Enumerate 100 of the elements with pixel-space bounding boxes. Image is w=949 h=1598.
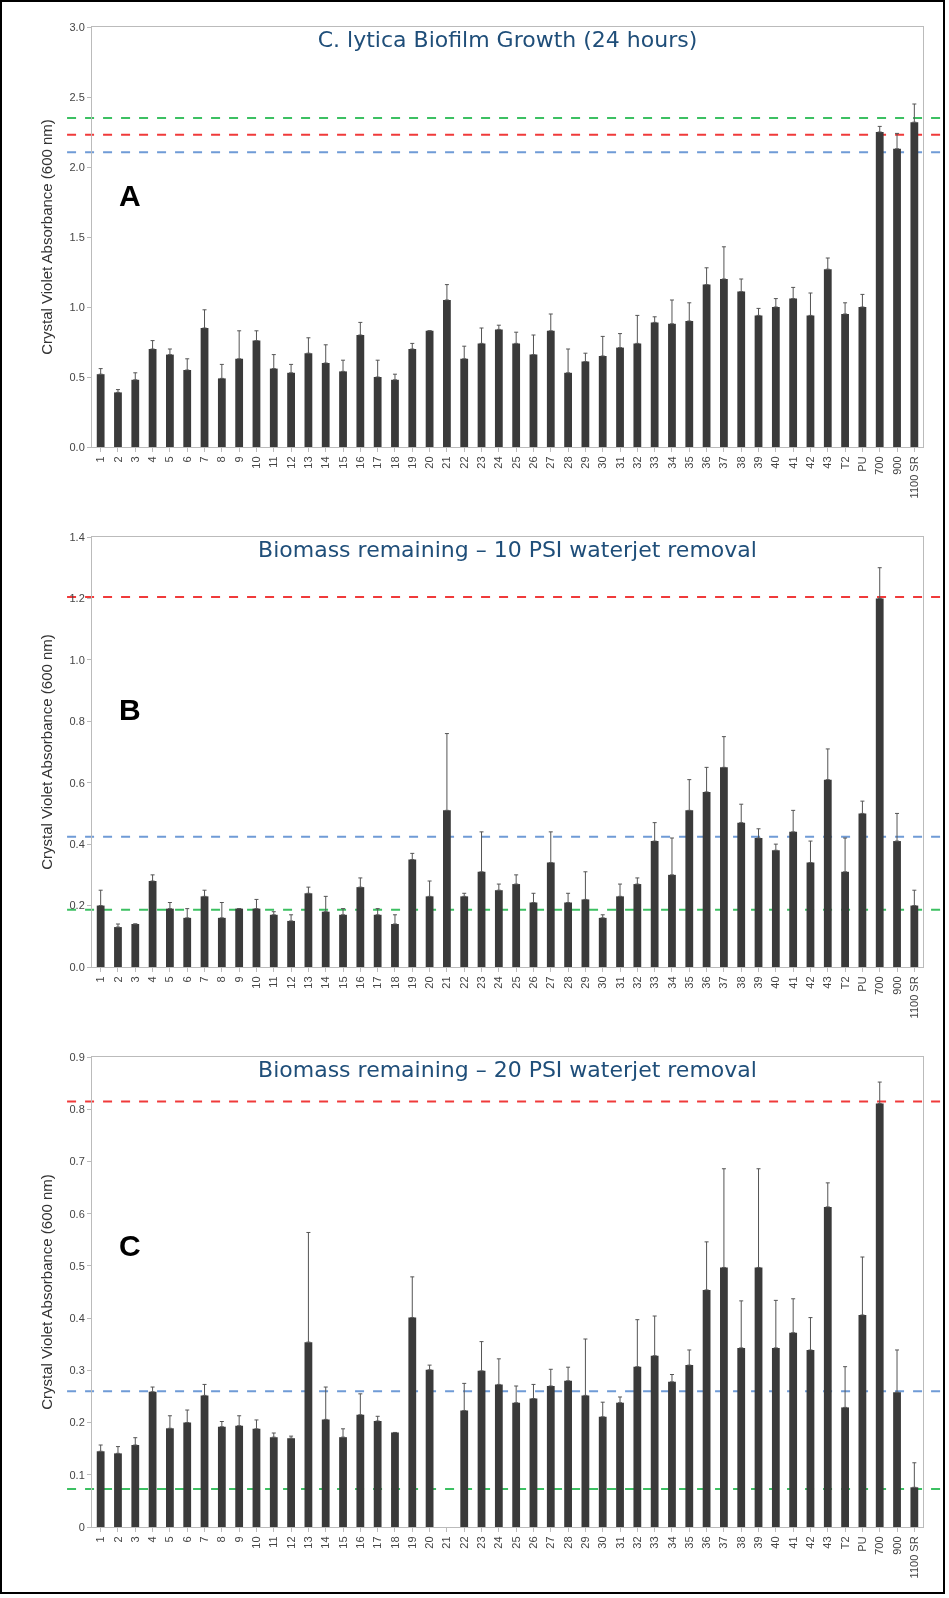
x-tick-label: 22 bbox=[457, 976, 470, 989]
x-tick-label: 17 bbox=[371, 456, 384, 469]
x-tick-label: 11 bbox=[267, 976, 280, 988]
y-tick-label: 1.2 bbox=[69, 592, 85, 605]
y-tick-label: 0.3 bbox=[69, 1364, 85, 1377]
x-tick-label: 36 bbox=[700, 976, 713, 989]
x-tick-label: 40 bbox=[769, 456, 782, 469]
x-tick-label: 24 bbox=[492, 976, 505, 989]
x-tick-label: 24 bbox=[492, 1536, 505, 1549]
x-tick-label: 15 bbox=[336, 1536, 349, 1549]
x-tick-label: 15 bbox=[336, 456, 349, 469]
x-tick-label: 29 bbox=[578, 456, 591, 469]
x-tick-label: 21 bbox=[440, 976, 453, 989]
x-tick-label: 26 bbox=[527, 456, 540, 469]
x-tick-label: 25 bbox=[509, 1536, 522, 1549]
y-tick-label: 1.5 bbox=[69, 230, 85, 243]
x-tick-label: 4 bbox=[146, 976, 159, 983]
x-tick-label: 13 bbox=[301, 1536, 314, 1549]
y-tick-label: 0.0 bbox=[69, 960, 85, 973]
x-tick-label: 40 bbox=[769, 976, 782, 989]
y-tick-label: 0.2 bbox=[69, 899, 85, 912]
x-tick-label: 7 bbox=[198, 1536, 211, 1543]
annotation: B bbox=[119, 693, 141, 726]
y-tick-label: 0.8 bbox=[69, 1103, 85, 1116]
x-tick-label: 34 bbox=[665, 456, 678, 469]
x-tick-label: 27 bbox=[544, 1536, 557, 1549]
x-tick-label: 4 bbox=[146, 456, 159, 463]
x-tick-label: 32 bbox=[630, 1536, 643, 1549]
x-tick-label: 900 bbox=[890, 456, 903, 475]
chart-title: C. lytica Biofilm Growth (24 hours) bbox=[317, 26, 698, 52]
x-tick-label: PU bbox=[855, 976, 868, 992]
x-tick-label: 37 bbox=[717, 456, 730, 469]
x-tick-label: 36 bbox=[700, 456, 713, 469]
x-tick-label: 5 bbox=[163, 1536, 176, 1543]
x-tick-label: 8 bbox=[215, 976, 228, 983]
x-tick-label: 12 bbox=[284, 976, 297, 989]
y-axis-title: Crystal Violet Absorbance (600 nm) bbox=[38, 119, 55, 355]
x-tick-label: 18 bbox=[388, 456, 401, 469]
x-tick-label: 32 bbox=[630, 456, 643, 469]
x-tick-label: 2 bbox=[111, 976, 124, 983]
y-axis-title: Crystal Violet Absorbance (600 nm) bbox=[38, 1174, 55, 1410]
x-tick-label: 1 bbox=[94, 976, 107, 983]
x-tick-label: 10 bbox=[250, 976, 263, 989]
y-tick-label: 0.5 bbox=[69, 370, 85, 383]
x-tick-label: 34 bbox=[665, 976, 678, 989]
x-tick-label: 25 bbox=[509, 976, 522, 989]
x-tick-label: 29 bbox=[578, 1536, 591, 1549]
x-tick-label: 18 bbox=[388, 976, 401, 989]
x-tick-label: 14 bbox=[319, 456, 332, 469]
x-tick-label: 19 bbox=[405, 456, 418, 469]
y-tick-label: 1.0 bbox=[69, 653, 85, 666]
y-tick-label: 2.0 bbox=[69, 160, 85, 173]
x-tick-label: 21 bbox=[440, 1536, 453, 1549]
x-tick-label: 21 bbox=[440, 456, 453, 469]
x-tick-label: 27 bbox=[544, 456, 557, 469]
x-tick-label: 16 bbox=[353, 456, 366, 469]
x-tick-label: 30 bbox=[596, 976, 609, 989]
x-tick-label: 14 bbox=[319, 976, 332, 989]
x-tick-label: 42 bbox=[804, 976, 817, 989]
x-tick-label: 1100 SR bbox=[907, 1536, 920, 1579]
x-tick-label: T2 bbox=[838, 976, 851, 990]
x-tick-label: 16 bbox=[353, 1536, 366, 1549]
x-tick-label: 10 bbox=[250, 456, 263, 469]
x-tick-label: 900 bbox=[890, 1536, 903, 1555]
x-tick-label: 17 bbox=[371, 976, 384, 989]
annotation: A bbox=[119, 179, 141, 212]
x-tick-label: 28 bbox=[561, 976, 574, 989]
x-tick-label: 25 bbox=[509, 456, 522, 469]
y-tick-label: 1.0 bbox=[69, 300, 85, 313]
x-tick-label: 31 bbox=[613, 456, 626, 469]
x-tick-label: 19 bbox=[405, 976, 418, 989]
x-tick-label: 8 bbox=[215, 1536, 228, 1543]
x-tick-label: 23 bbox=[475, 456, 488, 469]
x-tick-label: 22 bbox=[457, 456, 470, 469]
x-tick-label: 9 bbox=[232, 1536, 245, 1543]
x-tick-label: 700 bbox=[873, 976, 886, 995]
x-tick-label: 38 bbox=[734, 976, 747, 989]
x-tick-label: 33 bbox=[648, 456, 661, 469]
x-tick-label: 6 bbox=[180, 976, 193, 983]
x-tick-label: 39 bbox=[752, 456, 765, 469]
x-tick-label: 33 bbox=[648, 976, 661, 989]
y-tick-label: 0.7 bbox=[69, 1155, 85, 1168]
x-tick-label: 28 bbox=[561, 1536, 574, 1549]
annotation: C bbox=[119, 1229, 141, 1262]
x-tick-label: 35 bbox=[682, 1536, 695, 1549]
x-tick-label: 23 bbox=[475, 1536, 488, 1549]
x-tick-label: 2 bbox=[111, 1536, 124, 1543]
x-tick-label: PU bbox=[855, 456, 868, 472]
x-tick-label: 40 bbox=[769, 1536, 782, 1549]
x-tick-label: 6 bbox=[180, 456, 193, 463]
x-tick-label: 41 bbox=[786, 976, 799, 989]
x-tick-label: 3 bbox=[128, 1536, 141, 1543]
x-tick-label: 6 bbox=[180, 1536, 193, 1543]
x-tick-label: 3 bbox=[128, 976, 141, 983]
x-tick-label: 22 bbox=[457, 1536, 470, 1549]
x-tick-label: 700 bbox=[873, 456, 886, 475]
x-tick-label: 38 bbox=[734, 456, 747, 469]
x-tick-label: 20 bbox=[423, 976, 436, 989]
x-tick-label: 31 bbox=[613, 1536, 626, 1549]
x-tick-label: 38 bbox=[734, 1536, 747, 1549]
